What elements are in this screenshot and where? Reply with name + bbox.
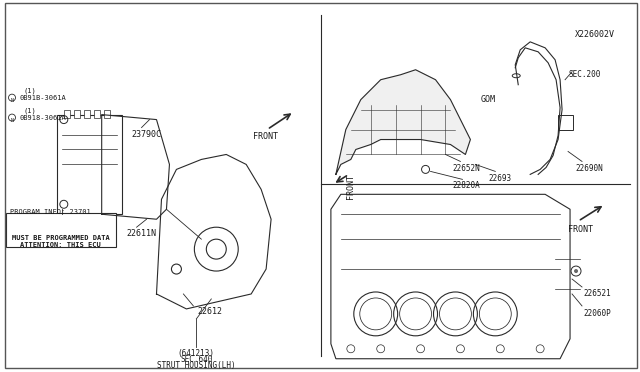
Bar	[104, 110, 109, 118]
Text: SEC.640: SEC.640	[180, 355, 212, 364]
Text: 22652N: 22652N	[452, 164, 480, 173]
Text: 226521: 226521	[583, 289, 611, 298]
FancyBboxPatch shape	[6, 213, 116, 247]
Text: (641213): (641213)	[178, 349, 215, 358]
Text: 22612: 22612	[197, 307, 222, 316]
Text: FRONT: FRONT	[346, 174, 355, 199]
Text: (1): (1)	[24, 108, 36, 114]
Text: 22820A: 22820A	[452, 182, 480, 190]
Text: (1): (1)	[24, 88, 36, 94]
Text: SEC.200: SEC.200	[568, 70, 600, 79]
Text: PROGRAM INFO: 23701: PROGRAM INFO: 23701	[10, 209, 91, 215]
Bar	[64, 110, 70, 118]
Text: ATTENTION: THIS ECU: ATTENTION: THIS ECU	[20, 242, 101, 248]
Text: N: N	[11, 98, 13, 103]
Text: 22611N: 22611N	[127, 229, 157, 238]
Bar	[84, 110, 90, 118]
Text: GOM: GOM	[481, 94, 495, 104]
Bar	[93, 110, 100, 118]
Text: 22693: 22693	[488, 174, 511, 183]
Text: FRONT: FRONT	[253, 132, 278, 141]
Text: N: N	[11, 118, 13, 123]
Text: 0B918-3061A: 0B918-3061A	[20, 115, 67, 121]
Text: 0B91B-3061A: 0B91B-3061A	[20, 94, 67, 101]
Text: MUST BE PROGRAMMED DATA: MUST BE PROGRAMMED DATA	[12, 235, 109, 241]
Circle shape	[574, 269, 578, 273]
FancyBboxPatch shape	[57, 115, 122, 214]
Bar	[558, 115, 573, 129]
Text: 22690N: 22690N	[575, 164, 603, 173]
Text: STRUT HOUSING(LH): STRUT HOUSING(LH)	[157, 361, 236, 370]
Text: X226002V: X226002V	[575, 30, 615, 39]
Text: 22060P: 22060P	[583, 309, 611, 318]
Text: 23790C: 23790C	[132, 129, 161, 138]
Text: FRONT: FRONT	[568, 225, 593, 234]
Polygon shape	[336, 70, 470, 174]
Bar	[74, 110, 80, 118]
